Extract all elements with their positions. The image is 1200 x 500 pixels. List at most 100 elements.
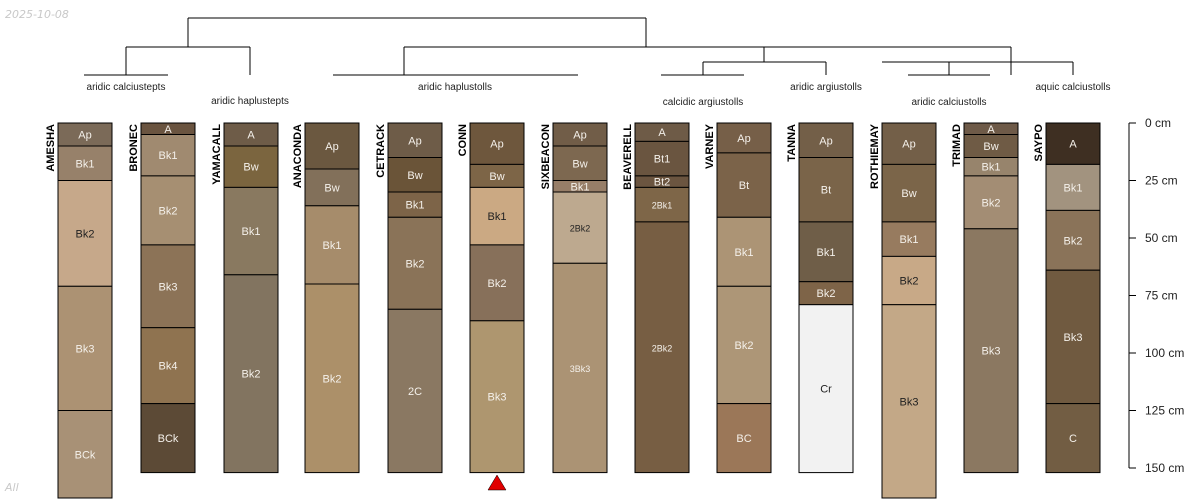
profile-name: TRIMAD: [951, 124, 963, 167]
axis-tick-label: 0 cm: [1145, 116, 1171, 130]
horizon-label: A: [658, 127, 666, 139]
horizon-bk1: [140, 134, 196, 177]
horizon-bk3: [140, 244, 196, 329]
horizon-label: 2Bk2: [570, 224, 591, 234]
horizon-label: Cr: [820, 384, 832, 396]
axis-tick-label: 125 cm: [1145, 404, 1184, 418]
horizon-label: Bk1: [900, 234, 919, 246]
horizon-bk2: [304, 283, 360, 474]
horizon-label: Ap: [819, 135, 832, 147]
horizon-bw: [387, 157, 443, 193]
horizon-3bk3: [552, 262, 608, 474]
horizon-label: Bk2: [159, 205, 178, 217]
horizon-label: Bk1: [488, 211, 507, 223]
profile-name: SAYPO: [1033, 124, 1045, 162]
profile-name: TANNA: [786, 124, 798, 162]
axis-tick-label: 25 cm: [1145, 174, 1178, 188]
horizon-bk2: [881, 255, 937, 306]
horizon-label: BCk: [158, 433, 179, 445]
profile-varney: Ap Bt Bk1 Bk2 BC VARNEY: [704, 122, 772, 474]
axis-tick-label: 50 cm: [1145, 231, 1178, 245]
horizon-bk2: [140, 175, 196, 246]
profile-cetrack: Ap Bw Bk1 Bk2 2C CETRACK: [375, 122, 443, 474]
horizon-c: [1045, 403, 1101, 474]
group-label: aquic calciustolls: [1035, 82, 1110, 93]
horizon-ap: [798, 122, 854, 158]
axis-tick-label: 150 cm: [1145, 461, 1184, 475]
axis-tick-label: 100 cm: [1145, 346, 1184, 360]
group-label: calcidic argiustolls: [663, 97, 744, 108]
horizon-bk1: [304, 205, 360, 285]
horizon-label: Bk2: [76, 228, 95, 240]
horizon-bk1: [716, 216, 772, 287]
profile-yamacall: A Bw Bk1 Bk2 YAMACALL: [211, 122, 279, 474]
profile-beaverell: A Bt1 Bt2 2Bk1 2Bk2 BEAVERELL: [622, 122, 690, 474]
horizon-label: Bw: [324, 182, 339, 194]
horizon-bk2: [469, 244, 525, 322]
dendrogram: [84, 17, 1074, 76]
horizon-label: Bw: [901, 188, 916, 200]
horizon-bk3: [57, 285, 113, 411]
horizon-ap: [304, 122, 360, 170]
horizon-label: Ap: [902, 139, 915, 151]
horizon-ap: [716, 122, 772, 154]
horizon-bk2: [716, 285, 772, 405]
horizon-bt: [798, 157, 854, 223]
horizon-bw: [304, 168, 360, 207]
profile-saypo: A Bk1 Bk2 Bk3 C SAYPO: [1033, 122, 1101, 474]
group-label: aridic argiustolls: [790, 82, 862, 93]
horizon-bk1: [1045, 163, 1101, 211]
horizon-bck: [140, 403, 196, 474]
horizon-label: Bk2: [900, 276, 919, 288]
horizon-bt: [716, 152, 772, 218]
horizon-label: A: [987, 124, 995, 136]
horizon-label: Bk1: [571, 181, 590, 193]
horizon-label: Bk4: [159, 361, 178, 373]
group-label: aridic calciustolls: [911, 97, 986, 108]
horizon-label: Bw: [983, 141, 998, 153]
profile-anaconda: Ap Bw Bk1 Bk2 ANACONDA: [292, 122, 360, 474]
horizon-label: Bw: [489, 171, 504, 183]
profile-sixbeacon: Ap Bw Bk1 2Bk2 3Bk3 SIXBEACON: [540, 122, 608, 474]
group-label: aridic haplustolls: [418, 82, 492, 93]
profile-tanna: Ap Bt Bk1 Bk2 Cr TANNA: [786, 122, 854, 474]
horizon-bk2: [223, 274, 279, 474]
profile-amesha: Ap Bk1 Bk2 Bk3 BCk AMESHA: [45, 122, 113, 499]
horizon-label: Bk1: [1064, 182, 1083, 194]
horizon-label: Bt1: [654, 154, 671, 166]
horizon-cr: [798, 304, 854, 474]
axis-tick-label: 75 cm: [1145, 289, 1178, 303]
horizon-2c: [387, 308, 443, 474]
horizon-ap: [469, 122, 525, 165]
horizon-label: Bt: [821, 185, 831, 197]
horizon-bck: [57, 410, 113, 499]
profile-name: BRONEC: [128, 124, 140, 172]
profile-name: SIXBEACON: [540, 124, 552, 189]
horizon-bc: [716, 403, 772, 474]
horizon-bw: [223, 145, 279, 188]
horizon-label: Bk2: [323, 373, 342, 385]
horizon-label: Bk1: [242, 226, 261, 238]
horizon-label: Bw: [407, 170, 422, 182]
horizon-bk1: [57, 145, 113, 181]
horizon-a: [1045, 122, 1101, 165]
profile-name: ROTHIEMAY: [869, 123, 881, 189]
horizon-bk2: [1045, 209, 1101, 271]
horizon-bt1: [634, 140, 690, 177]
horizon-label: Bk1: [76, 158, 95, 170]
horizon-label: Bk3: [982, 346, 1001, 358]
horizon-label: BCk: [75, 449, 96, 461]
horizon-ap: [881, 122, 937, 165]
horizon-label: Bk1: [735, 247, 754, 259]
horizon-bk1: [798, 221, 854, 283]
marker: [487, 474, 507, 491]
horizon-bk2: [57, 180, 113, 287]
profile-name: VARNEY: [704, 123, 716, 169]
horizon-label: Bk1: [817, 247, 836, 259]
profile-trimad: A Bw Bk1 Bk2 Bk3 TRIMAD: [951, 122, 1019, 474]
horizon-label: Ap: [737, 133, 750, 145]
horizon-bk1: [223, 186, 279, 276]
horizon-label: A: [247, 130, 255, 142]
horizon-label: Bk2: [242, 369, 261, 381]
horizon-label: Bw: [243, 162, 258, 174]
